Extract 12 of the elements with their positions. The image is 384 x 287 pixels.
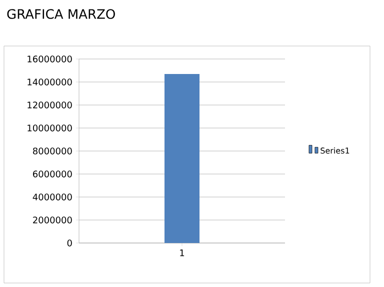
y-tick-label: 8000000: [33, 148, 72, 154]
legend-label: Series1: [320, 147, 350, 154]
y-tick-label: 0: [67, 240, 72, 246]
x-tick-label: 1: [180, 250, 184, 256]
y-tick-label: 6000000: [33, 170, 72, 178]
y-tick-label: 14000000: [28, 78, 72, 86]
y-tick-label: 12000000: [28, 102, 72, 108]
y-tick-label: 16000000: [28, 56, 72, 62]
chart-title: GRAFICA MARZO: [7, 9, 115, 19]
y-tick-label: 4000000: [32, 194, 72, 200]
y-tick-label: 10000000: [28, 124, 72, 132]
y-tick-label: 2000000: [33, 216, 72, 224]
